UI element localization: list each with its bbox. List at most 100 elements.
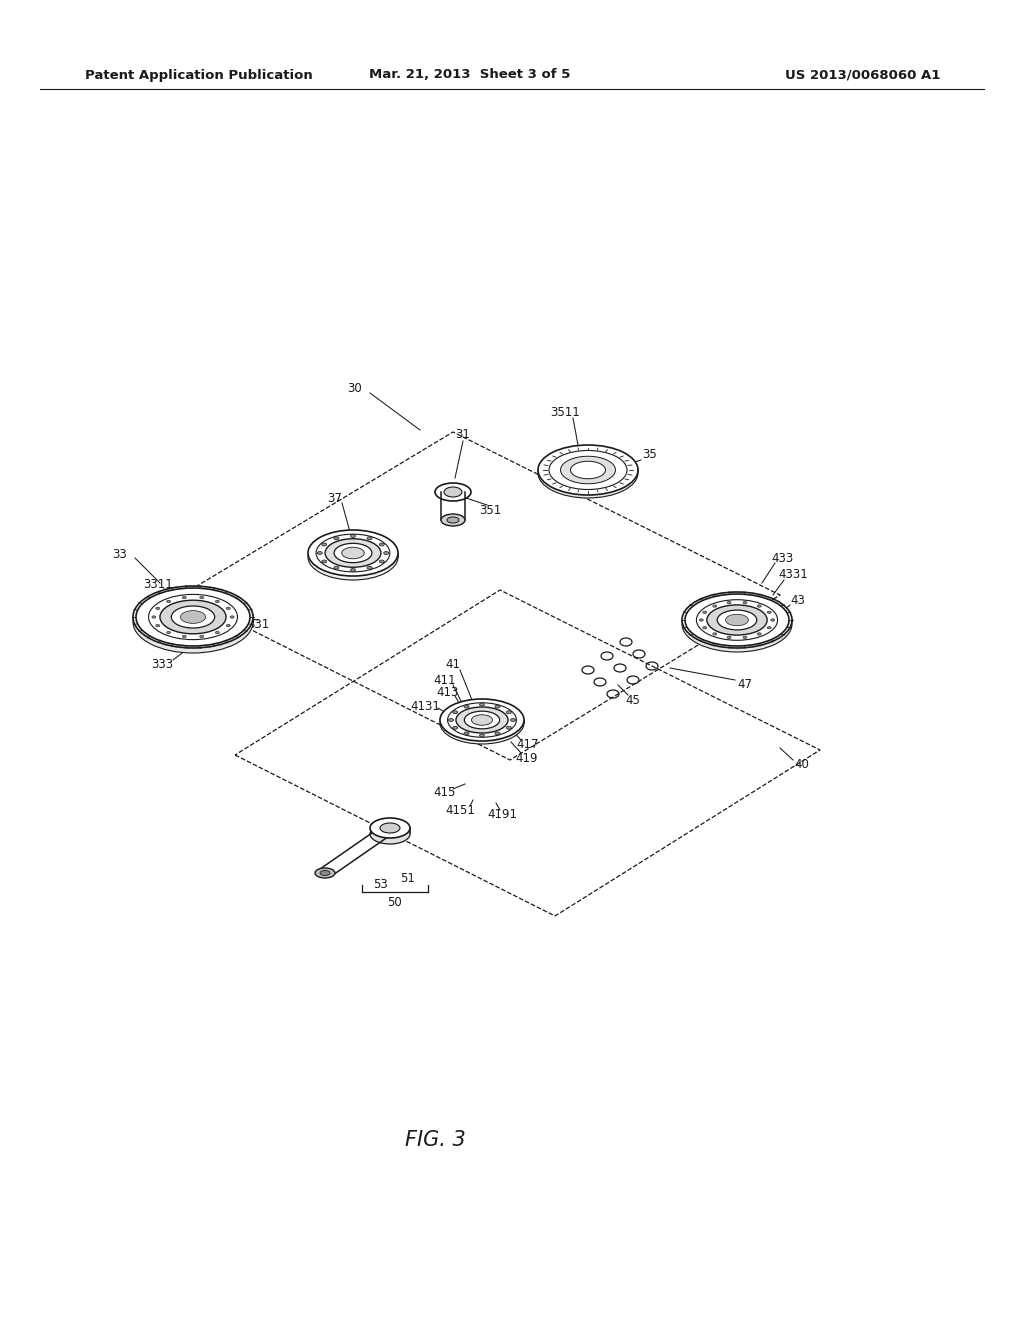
Ellipse shape (160, 601, 226, 634)
Ellipse shape (368, 566, 372, 569)
Text: 413: 413 (437, 685, 459, 698)
Text: 31: 31 (456, 429, 470, 441)
Text: US 2013/0068060 A1: US 2013/0068060 A1 (784, 69, 940, 82)
Ellipse shape (479, 704, 484, 706)
Ellipse shape (379, 543, 384, 546)
Text: 4151: 4151 (445, 804, 475, 817)
Ellipse shape (182, 635, 186, 638)
Ellipse shape (350, 535, 355, 537)
Ellipse shape (182, 597, 186, 599)
Ellipse shape (368, 537, 372, 540)
Text: 53: 53 (373, 878, 387, 891)
Text: 4191: 4191 (487, 808, 517, 821)
Text: 33: 33 (113, 549, 127, 561)
Text: Mar. 21, 2013  Sheet 3 of 5: Mar. 21, 2013 Sheet 3 of 5 (370, 69, 570, 82)
Ellipse shape (727, 602, 731, 603)
Ellipse shape (560, 457, 615, 483)
Text: 419: 419 (516, 751, 539, 764)
Text: 45: 45 (626, 693, 640, 706)
Ellipse shape (370, 824, 410, 843)
Ellipse shape (685, 594, 790, 645)
Ellipse shape (549, 450, 627, 490)
Ellipse shape (325, 539, 381, 568)
Ellipse shape (440, 700, 524, 741)
Ellipse shape (538, 447, 638, 498)
Ellipse shape (370, 818, 410, 838)
Ellipse shape (471, 714, 493, 725)
Ellipse shape (322, 543, 327, 546)
Text: 351: 351 (479, 503, 501, 516)
Ellipse shape (570, 461, 605, 479)
Ellipse shape (506, 726, 511, 729)
Ellipse shape (743, 602, 746, 603)
Ellipse shape (322, 560, 327, 564)
Text: 47: 47 (737, 678, 753, 692)
Ellipse shape (133, 591, 253, 653)
Ellipse shape (743, 636, 746, 639)
Ellipse shape (727, 636, 731, 639)
Ellipse shape (495, 705, 500, 708)
Ellipse shape (696, 599, 777, 640)
Text: 3511: 3511 (550, 405, 580, 418)
Ellipse shape (464, 731, 469, 735)
Ellipse shape (230, 616, 234, 618)
Ellipse shape (449, 718, 454, 722)
Ellipse shape (334, 544, 372, 562)
Ellipse shape (479, 734, 484, 737)
Text: 41: 41 (445, 659, 461, 672)
Ellipse shape (167, 631, 171, 634)
Ellipse shape (148, 594, 238, 640)
Text: 331: 331 (247, 619, 269, 631)
Ellipse shape (167, 601, 171, 603)
Ellipse shape (152, 616, 156, 618)
Ellipse shape (308, 535, 398, 579)
Ellipse shape (200, 597, 204, 599)
Text: 3311: 3311 (143, 578, 173, 591)
Ellipse shape (384, 552, 389, 554)
Ellipse shape (717, 610, 757, 630)
Ellipse shape (456, 708, 508, 733)
Ellipse shape (767, 627, 771, 628)
Ellipse shape (200, 635, 204, 638)
Ellipse shape (702, 627, 707, 628)
Ellipse shape (215, 631, 219, 634)
Ellipse shape (495, 731, 500, 735)
Ellipse shape (713, 605, 717, 607)
Text: 4331: 4331 (778, 569, 808, 582)
Ellipse shape (334, 566, 339, 569)
Ellipse shape (506, 710, 511, 714)
Ellipse shape (447, 702, 516, 737)
Text: 30: 30 (347, 381, 362, 395)
Ellipse shape (319, 870, 330, 875)
Ellipse shape (215, 601, 219, 603)
Ellipse shape (136, 587, 250, 645)
Ellipse shape (379, 560, 384, 564)
Ellipse shape (702, 611, 707, 614)
Ellipse shape (726, 614, 749, 626)
Ellipse shape (435, 483, 471, 502)
Ellipse shape (453, 710, 458, 714)
Ellipse shape (180, 611, 206, 623)
Ellipse shape (707, 605, 767, 635)
Ellipse shape (771, 619, 775, 622)
Ellipse shape (171, 606, 215, 628)
Ellipse shape (308, 531, 398, 576)
Ellipse shape (538, 445, 638, 495)
Text: 417: 417 (517, 738, 540, 751)
Text: Patent Application Publication: Patent Application Publication (85, 69, 312, 82)
Text: 415: 415 (434, 787, 456, 800)
Ellipse shape (767, 611, 771, 614)
Ellipse shape (699, 619, 703, 622)
Ellipse shape (317, 552, 323, 554)
Ellipse shape (758, 605, 761, 607)
Ellipse shape (713, 632, 717, 635)
Ellipse shape (226, 607, 230, 610)
Ellipse shape (156, 624, 160, 627)
Ellipse shape (350, 569, 355, 572)
Ellipse shape (682, 597, 792, 652)
Ellipse shape (342, 548, 365, 558)
Ellipse shape (464, 705, 469, 708)
Text: 333: 333 (151, 659, 173, 672)
Text: 35: 35 (643, 449, 657, 462)
Text: 43: 43 (791, 594, 806, 606)
